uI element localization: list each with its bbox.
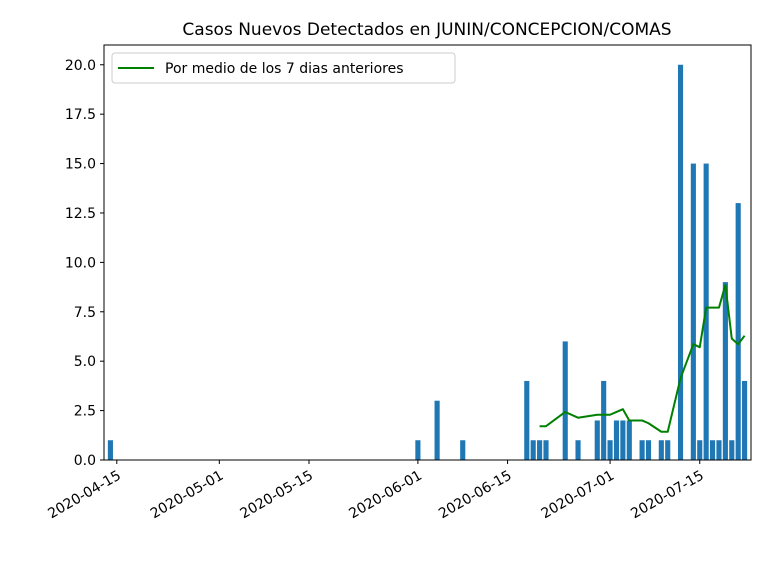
bar [645, 440, 652, 460]
bar [601, 380, 607, 460]
y-tick-label: 12.5 [65, 206, 96, 222]
y-tick-label: 7.5 [74, 305, 96, 321]
y-axis: 0.0 2.5 5.0 7.5 10.0 12.5 15.0 17.5 20.0 [65, 58, 104, 469]
legend-label: Por medio de los 7 dias anteriores [165, 61, 404, 77]
bar [690, 163, 696, 460]
bar [658, 440, 664, 460]
legend: Por medio de los 7 dias anteriores [111, 52, 456, 84]
bar [665, 440, 671, 460]
x-tick-label: 2020-04-15 [45, 468, 123, 523]
bar [460, 440, 466, 460]
x-tick-label: 2020-05-15 [238, 468, 316, 523]
bar [716, 440, 722, 460]
chart-title: Casos Nuevos Detectados en JUNIN/CONCEPC… [182, 20, 671, 40]
legend-box [111, 52, 456, 84]
bar [742, 380, 748, 460]
axes-frame [103, 44, 752, 461]
bar [697, 440, 703, 460]
y-tick-label: 0.0 [74, 453, 96, 469]
y-tick-label: 10.0 [65, 255, 96, 271]
y-tick-label: 15.0 [65, 157, 96, 173]
bar [639, 440, 645, 460]
x-tick-label: 2020-05-01 [148, 468, 226, 523]
bar [613, 420, 620, 460]
bar [107, 440, 113, 460]
x-tick-label: 2020-07-01 [539, 468, 617, 523]
bar [710, 440, 716, 460]
bar [415, 440, 421, 460]
bar [530, 440, 536, 460]
bar [735, 203, 741, 460]
bar [434, 400, 440, 460]
bar [537, 440, 543, 460]
bar [524, 380, 530, 460]
x-axis: 2020-04-15 2020-05-01 2020-05-15 2020-06-01… [45, 460, 707, 523]
x-tick-label: 2020-07-15 [628, 468, 706, 523]
bar [626, 420, 632, 460]
y-tick-label: 17.5 [65, 107, 96, 123]
bar [722, 282, 728, 460]
bar [607, 440, 613, 460]
series-line [539, 283, 746, 433]
bar [575, 440, 581, 460]
bar [594, 420, 600, 460]
bar [620, 420, 626, 460]
bar [543, 440, 549, 460]
y-tick-label: 5.0 [74, 354, 96, 370]
x-tick-label: 2020-06-15 [436, 468, 514, 523]
y-tick-label: 2.5 [74, 404, 96, 420]
bar [562, 341, 568, 460]
x-tick-label: 2020-06-01 [346, 468, 424, 523]
bar [677, 64, 684, 460]
y-tick-label: 20.0 [65, 58, 96, 74]
bar [729, 440, 735, 460]
plot-area [107, 64, 748, 460]
